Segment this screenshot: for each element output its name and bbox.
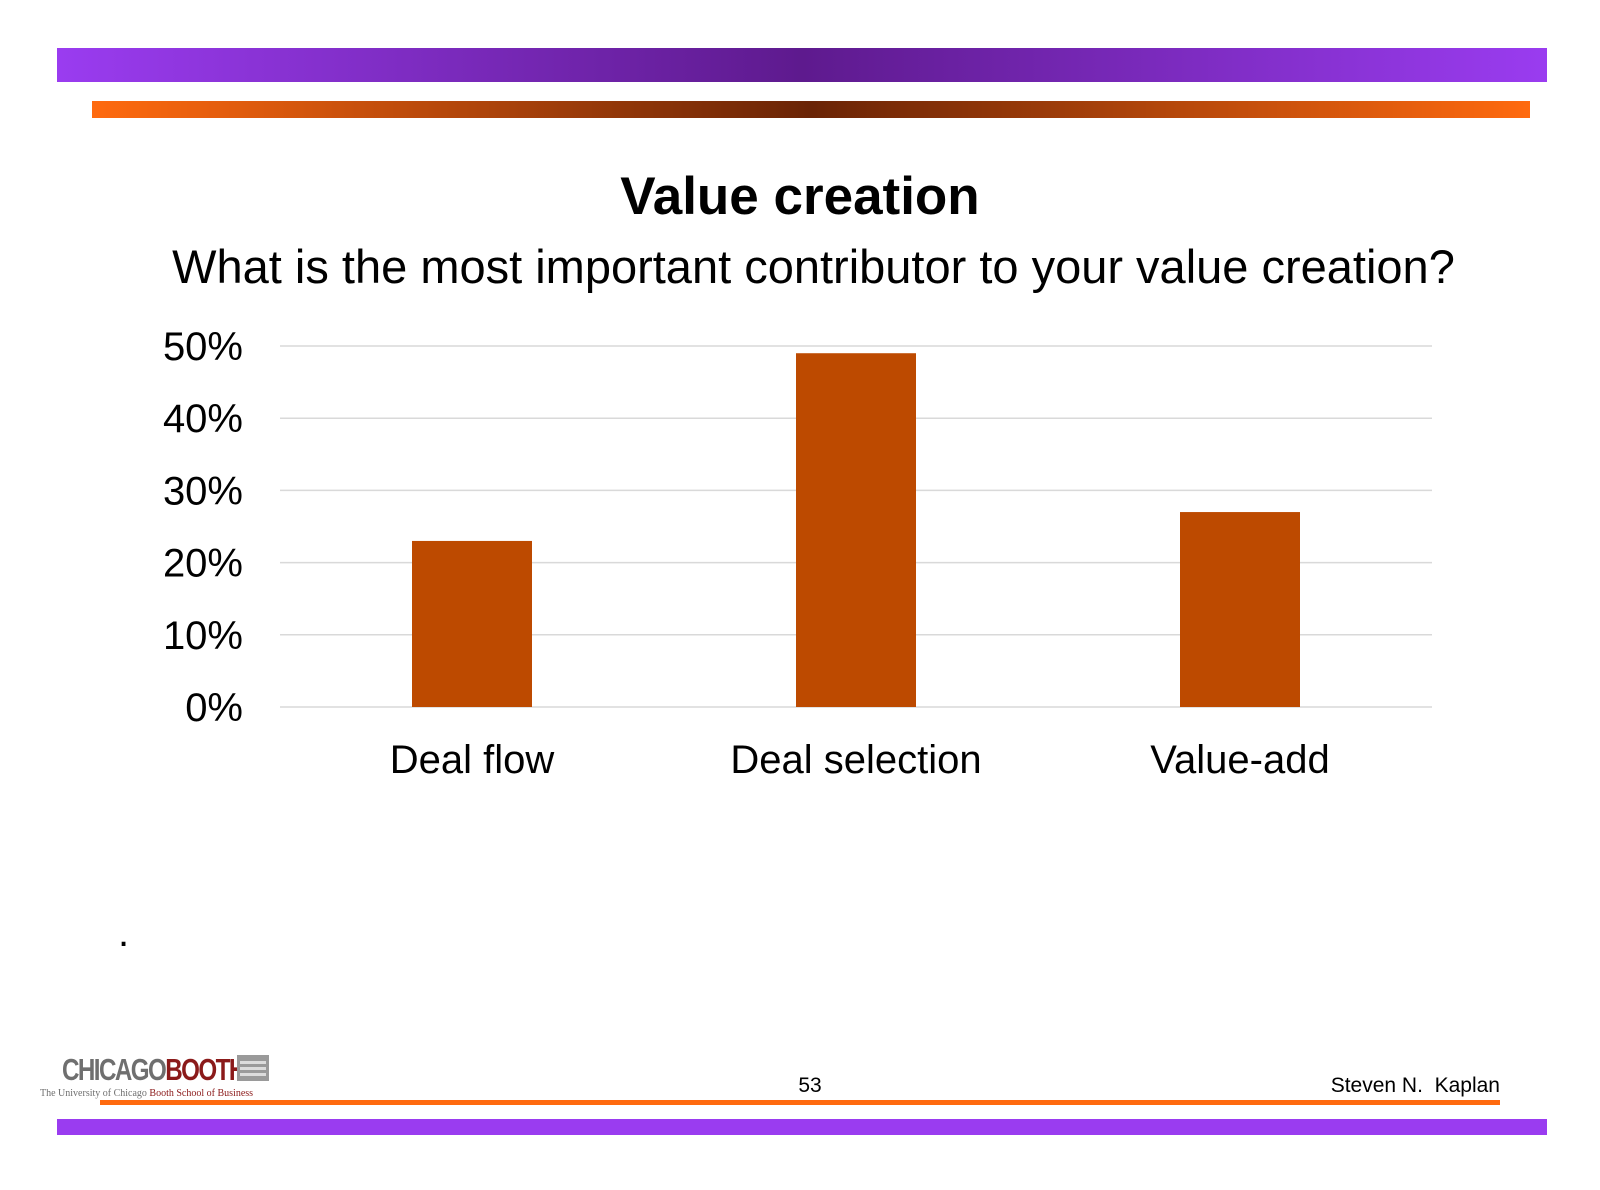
chicago-booth-logo: CHICAGOBOOTH The University of Chicago B… xyxy=(40,1052,285,1100)
footer-purple-band xyxy=(57,1119,1547,1135)
y-tick-label: 40% xyxy=(163,397,243,441)
y-tick-label: 20% xyxy=(163,542,243,586)
bar-deal-flow xyxy=(412,540,532,707)
y-tick-label: 0% xyxy=(185,686,243,730)
logo-subtitle-university: The University of Chicago xyxy=(40,1088,150,1099)
bullet-point: . xyxy=(118,911,130,955)
logo-wordmark-chicago: CHICAGO xyxy=(62,1052,167,1087)
author-name: Steven N. Kaplan xyxy=(1330,1074,1500,1097)
header-orange-band xyxy=(92,101,1530,118)
chart-x-axis-ticks: Deal flow Deal selection Value-add xyxy=(390,738,1330,782)
logo-subtitle-school: Booth School of Business xyxy=(149,1088,254,1099)
bar-value-add xyxy=(1180,512,1300,707)
y-tick-label: 10% xyxy=(163,614,243,658)
x-tick-label: Deal flow xyxy=(390,738,555,782)
bar-deal-selection xyxy=(796,353,916,707)
chart-y-axis-ticks: 0% 10% 20% 30% 40% 50% xyxy=(163,325,243,730)
y-tick-label: 30% xyxy=(163,469,243,513)
bar-chart: 0% 10% 20% 30% 40% 50% Deal flow Deal selectio… xyxy=(163,325,1432,782)
logo-subtitle: The University of Chicago Booth School o… xyxy=(40,1088,253,1099)
logo-wordmark-booth: BOOTH xyxy=(165,1052,246,1087)
slide-subtitle: What is the most important contributor t… xyxy=(172,240,1455,293)
header-purple-band xyxy=(57,48,1547,82)
page-number: 53 xyxy=(798,1074,822,1097)
chart-bars xyxy=(412,353,1300,707)
footer-orange-line xyxy=(100,1100,1500,1105)
logo-wordmark: CHICAGOBOOTH xyxy=(62,1052,246,1088)
y-tick-label: 50% xyxy=(163,325,243,369)
x-tick-label: Deal selection xyxy=(730,738,981,782)
slide-title: Value creation xyxy=(620,167,980,226)
university-seal-icon xyxy=(237,1055,269,1081)
x-tick-label: Value-add xyxy=(1150,738,1329,782)
